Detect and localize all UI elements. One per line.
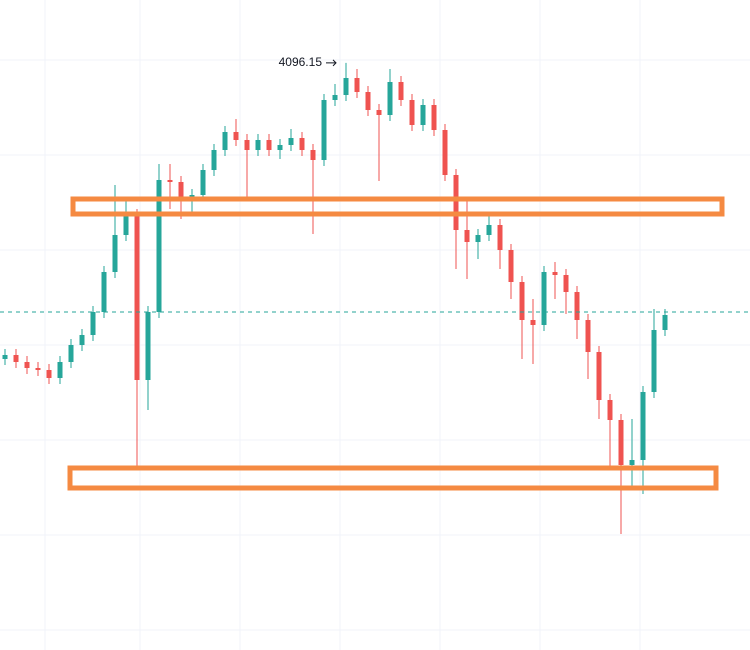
high-annotation: 4096.15 (279, 55, 323, 69)
annotation-arrow (326, 59, 337, 67)
candle-body (530, 320, 536, 325)
candle-body (662, 315, 668, 330)
candle-body (321, 100, 327, 160)
candle-body (332, 95, 338, 100)
candle-body (486, 225, 492, 235)
candle-body (387, 82, 393, 115)
candle-body (442, 130, 448, 175)
candle-body (233, 132, 239, 140)
zone-box (67, 465, 719, 491)
candle-body (156, 180, 162, 312)
candle-body (574, 292, 580, 320)
candle-body (365, 92, 371, 110)
candle-body (409, 100, 415, 125)
candle-body (35, 368, 41, 370)
candle-body (244, 140, 250, 150)
candle-body (112, 235, 118, 272)
candle-body (343, 78, 349, 95)
candle-body (398, 82, 404, 100)
candle-body (178, 182, 184, 200)
candle-body (354, 78, 360, 92)
candle-body (13, 355, 19, 362)
candle-body (431, 105, 437, 130)
candle-body (310, 150, 316, 160)
candle-body (288, 138, 294, 145)
candle-body (629, 460, 635, 465)
candle-body (541, 272, 547, 325)
candle-body (255, 140, 261, 150)
candle-body (640, 392, 646, 460)
candle-body (420, 105, 426, 125)
candle-body (200, 170, 206, 195)
zone-box (70, 196, 725, 217)
candle-body (376, 110, 382, 115)
candle-body (585, 320, 591, 352)
candle-body (277, 145, 283, 150)
candle-body (618, 420, 624, 465)
candle-body (266, 140, 272, 150)
candle-body (211, 150, 217, 170)
candle-body (2, 355, 8, 359)
candle-body (222, 132, 228, 150)
candle-body (79, 335, 85, 345)
candle-body (475, 235, 481, 242)
candle-body (464, 230, 470, 242)
candle-body (651, 330, 657, 392)
candle-body (519, 282, 525, 320)
candle-body (24, 362, 30, 368)
candle-body (607, 400, 613, 420)
candle-body (497, 225, 503, 250)
candle-body (453, 175, 459, 230)
candle-body (123, 215, 129, 235)
candle-body (299, 138, 305, 150)
candle-body (145, 312, 151, 380)
candle-body (68, 345, 74, 362)
candle-body (101, 272, 107, 312)
candle-body (46, 370, 52, 378)
candle-body (552, 272, 558, 275)
candle-body (508, 250, 514, 282)
candle-body (57, 362, 63, 378)
candle-body (167, 180, 173, 182)
candle-body (563, 275, 569, 292)
candle-body (134, 215, 140, 380)
candle-body (90, 312, 96, 335)
candle-body (596, 352, 602, 400)
